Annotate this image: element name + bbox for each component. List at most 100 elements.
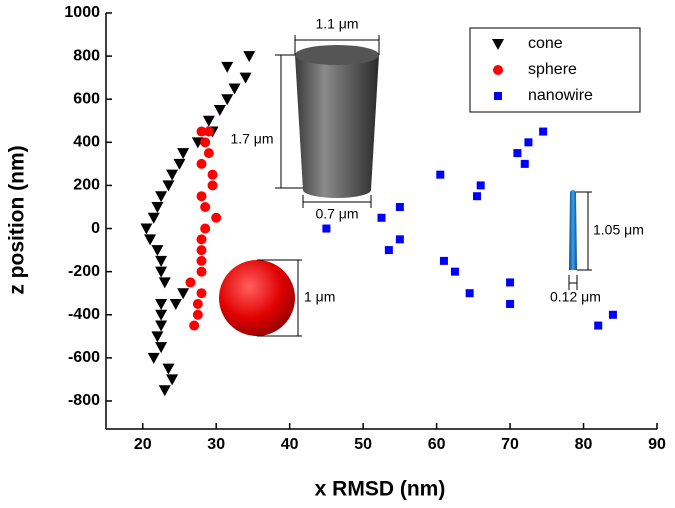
point [200, 223, 211, 234]
point [377, 213, 386, 222]
y-tick-label: 600 [73, 90, 100, 107]
point [155, 342, 168, 354]
y-axis-label: z position (nm) [6, 145, 29, 294]
point [155, 191, 168, 203]
point [162, 363, 175, 375]
point [177, 148, 190, 160]
point [450, 267, 459, 276]
point [192, 309, 203, 320]
point [322, 224, 331, 233]
y-tick-label: 1000 [64, 4, 100, 21]
point [155, 298, 168, 310]
point [177, 288, 190, 300]
point [476, 181, 485, 190]
point [196, 234, 207, 245]
x-tick-label: 30 [207, 436, 225, 453]
point [493, 65, 503, 75]
point [151, 245, 164, 257]
point [158, 277, 171, 289]
point [608, 310, 617, 319]
annotation: 0.12 μm [550, 289, 601, 305]
point [200, 137, 211, 148]
point [155, 309, 168, 321]
x-tick-label: 70 [501, 436, 519, 453]
y-tick-label: 800 [73, 47, 100, 64]
x-tick-label: 50 [354, 436, 372, 453]
point [439, 256, 448, 265]
x-tick-label: 40 [281, 436, 299, 453]
point [155, 320, 168, 332]
y-tick-label: -800 [68, 392, 100, 409]
point [243, 51, 256, 63]
point [203, 126, 214, 137]
point [513, 149, 522, 158]
point [173, 158, 186, 170]
point [436, 170, 445, 179]
point [520, 159, 529, 168]
x-tick-label: 20 [134, 436, 152, 453]
point [189, 320, 200, 331]
point [395, 235, 404, 244]
point [221, 94, 234, 106]
point [196, 126, 207, 137]
point [203, 148, 214, 159]
point [594, 321, 603, 330]
point [395, 202, 404, 211]
point [196, 191, 207, 202]
point [144, 234, 157, 246]
cone-illustration [275, 35, 380, 208]
point [196, 255, 207, 266]
point [169, 298, 182, 310]
point [192, 298, 203, 309]
annotation: 1.05 μm [593, 222, 644, 238]
y-tick-label: -200 [68, 263, 100, 280]
point [196, 158, 207, 169]
point [166, 374, 179, 386]
sphere-illustration [219, 259, 302, 337]
y-tick-label: -400 [68, 306, 100, 323]
point [185, 277, 196, 288]
legend-label: cone [528, 35, 563, 52]
y-tick-label: -600 [68, 349, 100, 366]
y-tick-label: 400 [73, 134, 100, 151]
x-tick-label: 80 [575, 436, 593, 453]
x-tick-label: 60 [428, 436, 446, 453]
point [202, 115, 215, 127]
point [200, 201, 211, 212]
point [524, 138, 533, 147]
point [473, 192, 482, 201]
legend-label: sphere [528, 61, 577, 78]
point [211, 212, 222, 223]
point [494, 92, 502, 100]
point [166, 169, 179, 181]
annotation: 1.1 μm [315, 16, 358, 32]
point [155, 266, 168, 278]
point [151, 331, 164, 343]
point [207, 180, 218, 191]
annotation: 1 μm [304, 289, 335, 305]
annotation: 1.7 μm [230, 131, 273, 147]
point [158, 385, 171, 397]
point [196, 288, 207, 299]
point [207, 169, 218, 180]
y-tick-label: 200 [73, 177, 100, 194]
annotation: 0.7 μm [315, 206, 358, 222]
point [506, 299, 515, 308]
legend-label: nanowire [528, 87, 593, 104]
point [221, 61, 234, 73]
point [213, 104, 226, 116]
x-tick-label: 90 [648, 436, 666, 453]
point [465, 289, 474, 298]
y-tick-label: 0 [91, 220, 100, 237]
point [147, 212, 160, 224]
point [140, 223, 153, 235]
point [492, 39, 504, 50]
point [196, 245, 207, 256]
point [196, 266, 207, 277]
nanowire-illustration [568, 190, 592, 290]
point [506, 278, 515, 287]
point [162, 180, 175, 192]
point [151, 201, 164, 213]
point [384, 246, 393, 255]
